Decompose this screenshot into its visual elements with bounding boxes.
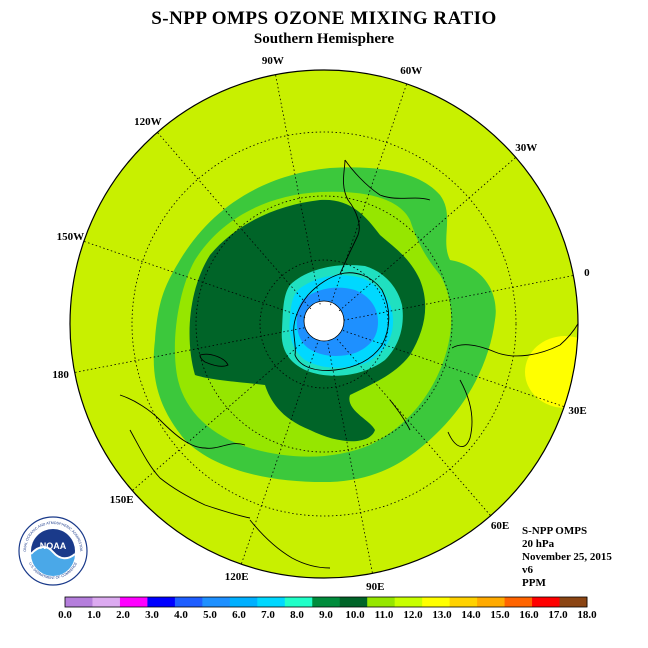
legend-swatch	[174, 597, 203, 607]
legend-swatch	[312, 597, 341, 607]
longitude-label: 0	[584, 266, 590, 279]
legend-tick-label: 17.0	[548, 609, 568, 621]
longitude-label: 30E	[568, 405, 587, 418]
legend-swatch	[202, 597, 231, 607]
map-subtitle: Southern Hemisphere	[253, 31, 395, 47]
noaa-logo-wave	[31, 547, 75, 576]
legend-frame	[64, 596, 588, 608]
longitude-label: 30W	[515, 142, 538, 155]
legend-swatch	[65, 597, 93, 607]
legend-tick-label: 1.0	[87, 609, 101, 621]
units-label: PPM	[522, 577, 546, 589]
legend-tick-label: 9.0	[319, 609, 333, 621]
legend-swatch	[422, 597, 451, 607]
legend-tick-label: 8.0	[290, 609, 304, 621]
map-title: S-NPP OMPS OZONE MIXING RATIO	[151, 8, 497, 29]
legend-tick-label: 11.0	[374, 609, 394, 621]
legend-tick-label: 13.0	[432, 609, 452, 621]
legend-swatch	[147, 597, 176, 607]
legend-swatch	[504, 597, 533, 607]
meridian-line	[336, 338, 491, 516]
legend-tick-label: 4.0	[174, 609, 188, 621]
pole-data-gap	[304, 301, 344, 341]
legend-swatch	[229, 597, 258, 607]
longitude-label: 90E	[366, 581, 385, 594]
legend-tick-label: 0.0	[58, 609, 72, 621]
meridian-line	[83, 240, 306, 318]
meridian-line	[327, 343, 373, 574]
longitude-label: 60E	[490, 520, 510, 533]
latitude-circle	[131, 131, 517, 517]
legend-swatch	[284, 597, 313, 607]
legend-swatch	[257, 597, 286, 607]
meridian-line	[240, 342, 318, 565]
legend-tick-label: 12.0	[403, 609, 423, 621]
longitude-label: 90W	[261, 54, 284, 67]
pressure-level-label: 20 hPa	[522, 538, 555, 550]
legend-swatches	[64, 596, 588, 608]
legend-tick-label: 10.0	[345, 609, 365, 621]
longitude-label: 120W	[134, 115, 162, 128]
info-block: S-NPP OMPS 20 hPa November 25, 2015 v6 P…	[522, 525, 612, 590]
coastlines	[119, 159, 578, 569]
legend-tick-label: 2.0	[116, 609, 130, 621]
meridian-line	[157, 132, 312, 310]
legend-swatch	[449, 597, 478, 607]
longitude-label: 150W	[56, 230, 85, 243]
legend-tick-label: 18.0	[577, 609, 597, 621]
legend-swatch	[477, 597, 506, 607]
meridian-line	[338, 157, 516, 312]
map-boundary-circle	[69, 69, 579, 579]
legend-swatch	[394, 597, 423, 607]
legend-tick-label: 3.0	[145, 609, 159, 621]
meridian-line	[342, 330, 565, 408]
ozone-region-yellow-patch	[525, 336, 578, 408]
version-label: v6	[522, 564, 533, 576]
legend-tick-label: 14.0	[461, 609, 481, 621]
instrument-label: S-NPP OMPS	[522, 525, 588, 537]
longitude-label: 180	[52, 369, 69, 382]
legend-swatch	[559, 597, 588, 607]
legend-tick-label: 7.0	[261, 609, 275, 621]
meridian-line	[132, 336, 310, 491]
meridian-line	[74, 327, 305, 373]
legend-swatch	[339, 597, 368, 607]
legend-tick-label: 16.0	[519, 609, 539, 621]
graticule	[74, 74, 574, 574]
date-label: November 25, 2015	[522, 551, 612, 563]
meridian-line	[343, 275, 574, 321]
longitude-label: 150E	[109, 493, 134, 506]
longitude-label: 120E	[224, 571, 249, 584]
longitude-label: 60W	[400, 64, 423, 77]
meridian-line	[275, 74, 321, 305]
latitude-circle	[259, 259, 389, 389]
legend-swatch	[119, 597, 148, 607]
legend-swatch	[367, 597, 396, 607]
legend-tick-label: 6.0	[232, 609, 246, 621]
legend-swatch	[92, 597, 121, 607]
legend-swatch	[532, 597, 561, 607]
legend-tick-label: 5.0	[203, 609, 217, 621]
noaa-logo-text: NOAA	[40, 541, 67, 551]
noaa-logo: NOAA NATIONAL OCEANIC AND ATMOSPHERIC AD…	[18, 516, 88, 586]
legend-tick-label: 15.0	[490, 609, 510, 621]
latitude-circle	[195, 195, 453, 453]
meridian-line	[330, 83, 408, 306]
